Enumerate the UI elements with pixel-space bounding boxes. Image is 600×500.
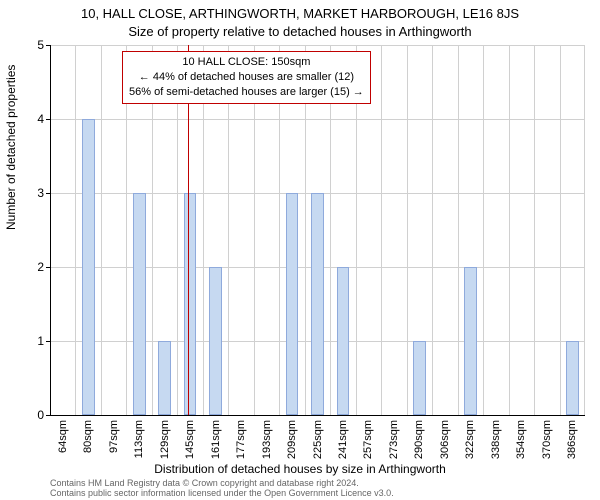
bar	[286, 193, 299, 415]
x-tick-label: 338sqm	[490, 420, 502, 459]
bar	[413, 341, 426, 415]
bar	[209, 267, 222, 415]
y-axis-line	[50, 45, 51, 415]
bar	[566, 341, 579, 415]
gridline-v	[509, 45, 510, 415]
gridline-v	[432, 45, 433, 415]
y-tick-label: 4	[4, 112, 44, 126]
gridline-v	[381, 45, 382, 415]
plot-area: 10 HALL CLOSE: 150sqm← 44% of detached h…	[50, 45, 585, 415]
gridline-v	[584, 45, 585, 415]
y-tick-label: 1	[4, 334, 44, 348]
bar	[82, 119, 95, 415]
footer-attribution: Contains HM Land Registry data © Crown c…	[50, 478, 394, 499]
gridline-v	[407, 45, 408, 415]
x-tick-label: 306sqm	[439, 420, 451, 459]
x-tick-label: 257sqm	[362, 420, 374, 459]
x-tick-label: 386sqm	[566, 420, 578, 459]
y-tick-mark	[46, 119, 50, 120]
y-tick-mark	[46, 267, 50, 268]
x-tick-label: 113sqm	[133, 420, 145, 458]
bar	[311, 193, 324, 415]
x-tick-label: 193sqm	[261, 420, 273, 459]
x-tick-label: 225sqm	[312, 420, 324, 459]
chart-title: Size of property relative to detached ho…	[0, 24, 600, 39]
x-tick-label: 322sqm	[464, 420, 476, 459]
bar	[184, 193, 197, 415]
x-tick-label: 290sqm	[413, 420, 425, 459]
y-tick-mark	[46, 45, 50, 46]
y-tick-mark	[46, 341, 50, 342]
gridline-v	[560, 45, 561, 415]
annotation-box: 10 HALL CLOSE: 150sqm← 44% of detached h…	[122, 51, 371, 104]
x-tick-label: 80sqm	[82, 420, 94, 453]
bar	[133, 193, 146, 415]
x-tick-label: 64sqm	[57, 420, 69, 453]
footer-line-2: Contains public sector information licen…	[50, 488, 394, 498]
annotation-line: 10 HALL CLOSE: 150sqm	[129, 55, 364, 70]
annotation-line: 56% of semi-detached houses are larger (…	[129, 85, 364, 100]
y-tick-mark	[46, 415, 50, 416]
x-tick-label: 273sqm	[388, 420, 400, 459]
x-tick-label: 354sqm	[515, 420, 527, 459]
bar	[464, 267, 477, 415]
y-axis-label: Number of detached properties	[4, 65, 18, 230]
footer-line-1: Contains HM Land Registry data © Crown c…	[50, 478, 394, 488]
x-tick-label: 129sqm	[159, 420, 171, 459]
x-tick-label: 161sqm	[210, 420, 222, 459]
x-axis-label: Distribution of detached houses by size …	[0, 462, 600, 476]
y-tick-label: 5	[4, 38, 44, 52]
y-tick-label: 2	[4, 260, 44, 274]
y-tick-label: 0	[4, 408, 44, 422]
gridline-v	[75, 45, 76, 415]
annotation-line: ← 44% of detached houses are smaller (12…	[129, 70, 364, 85]
y-tick-label: 3	[4, 186, 44, 200]
bar	[158, 341, 171, 415]
x-tick-label: 209sqm	[286, 420, 298, 459]
x-tick-label: 241sqm	[337, 420, 349, 459]
gridline-v	[101, 45, 102, 415]
gridline-h	[50, 45, 585, 46]
x-tick-label: 97sqm	[108, 420, 120, 453]
gridline-v	[534, 45, 535, 415]
x-tick-label: 145sqm	[184, 420, 196, 459]
gridline-v	[483, 45, 484, 415]
x-tick-label: 177sqm	[235, 420, 247, 459]
y-tick-mark	[46, 193, 50, 194]
gridline-h	[50, 119, 585, 120]
x-axis-line	[50, 415, 585, 416]
gridline-v	[458, 45, 459, 415]
bar	[337, 267, 350, 415]
chart-supertitle: 10, HALL CLOSE, ARTHINGWORTH, MARKET HAR…	[0, 6, 600, 21]
x-tick-label: 370sqm	[541, 420, 553, 459]
